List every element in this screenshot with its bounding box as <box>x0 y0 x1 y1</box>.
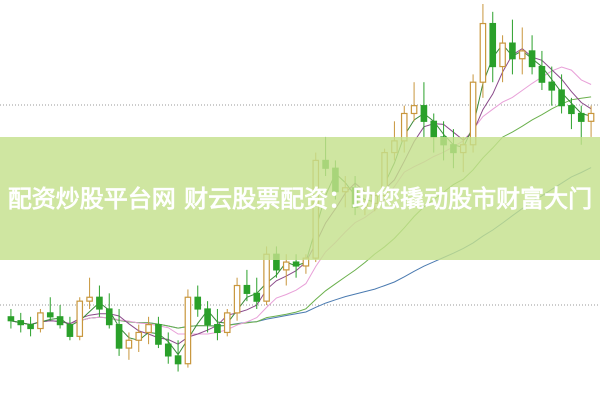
title-banner: 配资炒股平台网 财云股票配资：助您撬动股市财富大门 <box>0 137 600 260</box>
candle-up <box>86 296 93 302</box>
candle-down <box>430 120 438 138</box>
candle-up <box>479 22 487 83</box>
candle-up <box>499 42 506 68</box>
candle-down <box>538 65 546 83</box>
candle-down <box>174 355 182 365</box>
candle-up <box>469 81 477 146</box>
candle-down <box>548 81 556 91</box>
candle-down <box>204 308 211 326</box>
candle-up <box>587 112 595 122</box>
candle-down <box>292 261 300 267</box>
candle-up <box>223 312 231 334</box>
candle-down <box>96 296 103 310</box>
candle-down <box>528 50 536 68</box>
candle-down <box>17 320 25 326</box>
candle-down <box>253 292 261 302</box>
candle-up <box>184 296 192 365</box>
candle-up <box>233 284 241 314</box>
candle-down <box>27 324 34 330</box>
candle-down <box>243 284 251 294</box>
candle-down <box>214 324 221 334</box>
candle-up <box>145 324 152 334</box>
candle-down <box>7 316 15 322</box>
candle-up <box>518 50 526 60</box>
candle-down <box>194 296 202 310</box>
candle-down <box>164 343 172 357</box>
candle-down <box>489 22 497 68</box>
candle-down <box>558 89 565 107</box>
candle-down <box>105 308 113 326</box>
candle-down <box>509 42 516 60</box>
candle-down <box>115 324 123 349</box>
candle-down <box>577 112 585 122</box>
candle-up <box>135 331 143 341</box>
candle-up <box>125 339 133 349</box>
candle-down <box>568 105 575 115</box>
candle-up <box>282 261 290 271</box>
candle-up <box>410 105 418 115</box>
candle-down <box>66 324 74 337</box>
candle-down <box>56 316 64 326</box>
candle-down <box>420 105 428 122</box>
candle-up <box>263 253 270 302</box>
candle-up <box>37 312 44 330</box>
article-title: 配资炒股平台网 财云股票配资：助您撬动股市财富大门 <box>7 184 593 213</box>
candle-down <box>155 324 162 345</box>
candle-up <box>76 300 84 337</box>
candle-down <box>46 312 54 318</box>
